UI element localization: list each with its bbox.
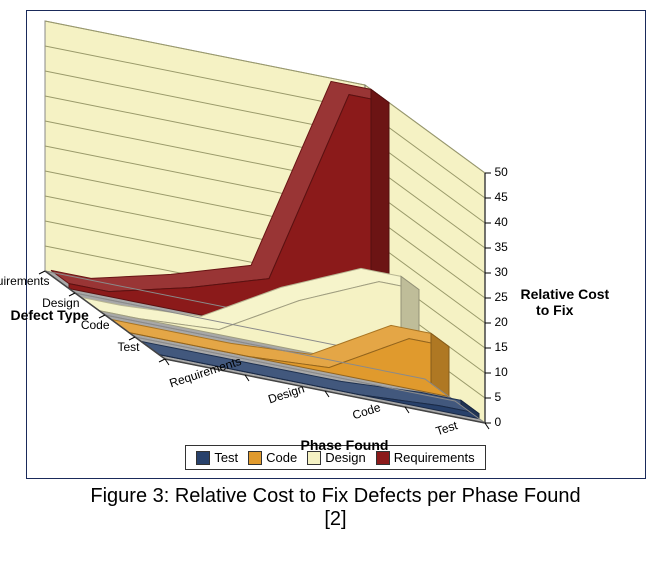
z-tick-40: 40	[495, 215, 508, 229]
legend-item-test: Test	[196, 450, 238, 465]
z-tick-50: 50	[495, 165, 508, 179]
figure-frame: 0 5 10 15 20 25 30 35 40 45 50 Relative Cost to Fix…	[26, 10, 646, 479]
chart-3d-area: 0 5 10 15 20 25 30 35 40 45 50 Relative Cost to Fix…	[35, 19, 635, 439]
legend-label: Code	[266, 450, 297, 465]
z-tick-10: 10	[495, 365, 508, 379]
caption-line1: Figure 3: Relative Cost to Fix Defects p…	[90, 485, 580, 507]
depth-cat-test: Test	[117, 340, 139, 354]
z-tick-45: 45	[495, 190, 508, 204]
z-tick-35: 35	[495, 240, 508, 254]
depth-axis-title: Defect Type	[11, 307, 89, 323]
z-tick-25: 25	[495, 290, 508, 304]
legend-item-requirements: Requirements	[376, 450, 475, 465]
x-axis-title: Phase Found	[301, 437, 389, 453]
depth-cat-requirements: Requirements	[0, 274, 50, 288]
z-tick-0: 0	[495, 415, 502, 429]
legend-item-code: Code	[248, 450, 297, 465]
z-tick-20: 20	[495, 315, 508, 329]
legend-swatch	[196, 451, 210, 465]
legend-label: Requirements	[394, 450, 475, 465]
legend-label: Test	[214, 450, 238, 465]
z-tick-5: 5	[495, 390, 502, 404]
chart-svg	[35, 19, 635, 439]
figure-caption: Figure 3: Relative Cost to Fix Defects p…	[10, 485, 661, 531]
z-tick-15: 15	[495, 340, 508, 354]
legend-swatch	[248, 451, 262, 465]
z-tick-30: 30	[495, 265, 508, 279]
caption-line2: [2]	[324, 508, 346, 530]
z-axis-title: Relative Cost to Fix	[521, 286, 610, 318]
